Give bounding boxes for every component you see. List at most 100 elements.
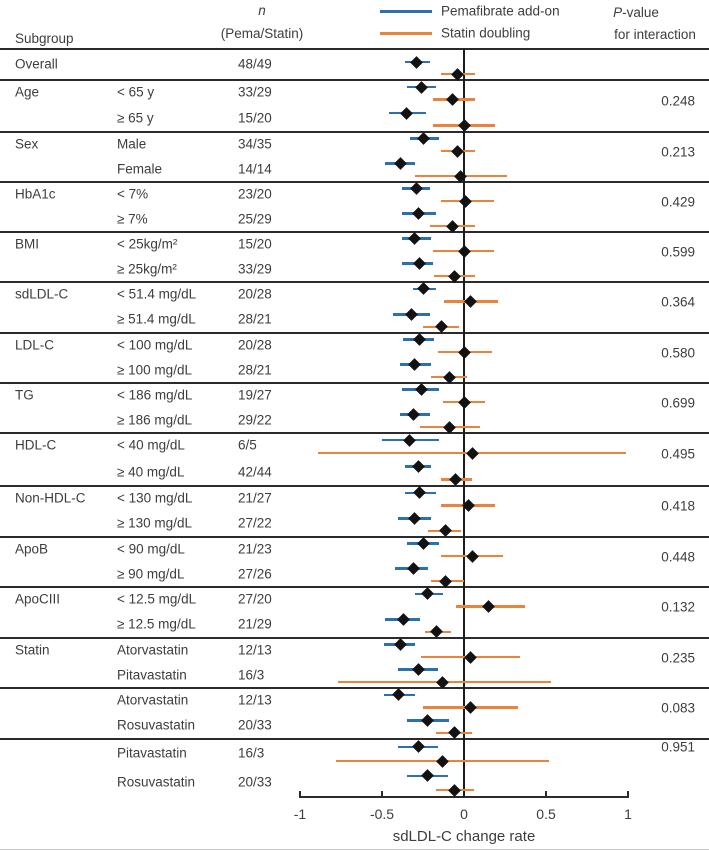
section-rule (0, 231, 709, 233)
section-rule (0, 332, 709, 334)
point-estimate-pemafibrate (400, 106, 413, 120)
point-estimate-pemafibrate (396, 613, 410, 626)
n-value: 15/20 (238, 236, 272, 252)
figure-bottom-rule (0, 848, 709, 850)
axis-tick-label: 0.5 (536, 806, 556, 822)
subgroup-sublabel: < 90 mg/dL (117, 541, 185, 557)
n-value: 16/3 (238, 745, 265, 761)
header-p-rest: -value (622, 5, 659, 20)
axis-tick-label: 1 (624, 806, 632, 822)
subgroup-sublabel: ≥ 130 mg/dL (117, 515, 192, 531)
n-value: 27/20 (238, 591, 272, 607)
n-value: 6/5 (238, 437, 257, 453)
subgroup-sublabel: Pitavastatin (117, 745, 187, 761)
point-estimate-statin-doubling (464, 650, 477, 664)
point-estimate-pemafibrate (421, 769, 435, 783)
point-estimate-statin-doubling (449, 473, 463, 486)
subgroup-label: Overall (15, 56, 58, 72)
section-rule (0, 432, 709, 434)
subgroup-label: Non-HDL-C (15, 490, 86, 506)
point-estimate-pemafibrate (408, 358, 422, 372)
section-rule (0, 281, 709, 283)
axis-tick (545, 790, 547, 797)
subgroup-sublabel: Rosuvastatin (117, 774, 196, 790)
point-estimate-statin-doubling (464, 295, 477, 308)
point-estimate-statin-doubling (447, 783, 461, 797)
point-estimate-pemafibrate (414, 80, 428, 94)
n-value: 42/44 (238, 464, 272, 480)
p-value: 0.083 (661, 700, 695, 716)
header-p-value: P-value (586, 5, 686, 20)
subgroup-sublabel: ≥ 65 y (117, 110, 154, 126)
subgroup-label: HDL-C (15, 437, 57, 453)
n-value: 29/22 (238, 412, 272, 428)
n-value: 25/29 (238, 211, 272, 227)
subgroup-label: Age (15, 84, 40, 100)
section-rule (0, 687, 709, 689)
n-value: 14/14 (238, 161, 272, 177)
section-rule (0, 181, 709, 183)
subgroup-label: Statin (15, 642, 50, 658)
point-estimate-pemafibrate (405, 308, 418, 321)
p-value: 0.699 (661, 395, 695, 411)
point-estimate-pemafibrate (406, 562, 420, 576)
n-value: 12/13 (238, 692, 272, 708)
subgroup-sublabel: < 130 mg/dL (117, 490, 193, 506)
n-value: 28/21 (238, 311, 272, 327)
header-rule (0, 48, 709, 50)
point-estimate-pemafibrate (411, 740, 425, 754)
point-estimate-statin-doubling (482, 600, 495, 613)
p-value: 0.248 (661, 93, 695, 109)
point-estimate-pemafibrate (410, 55, 423, 69)
axis-tick (299, 790, 301, 797)
point-estimate-statin-doubling (457, 345, 471, 359)
subgroup-sublabel: ≥ 25kg/m² (117, 261, 177, 277)
n-value: 27/26 (238, 566, 272, 582)
p-value: 0.448 (661, 549, 695, 565)
point-estimate-pemafibrate (408, 512, 422, 525)
subgroup-sublabel: Male (117, 136, 147, 152)
header-n-column: n (192, 3, 332, 18)
subgroup-sublabel: Atorvastatin (117, 692, 189, 708)
p-value: 0.429 (661, 194, 695, 210)
section-rule (0, 485, 709, 487)
point-estimate-pemafibrate (393, 638, 407, 652)
subgroup-sublabel: < 25kg/m² (117, 236, 178, 252)
subgroup-sublabel: ≥ 90 mg/dL (117, 566, 185, 582)
section-rule (0, 536, 709, 538)
axis-tick-label: 0 (460, 806, 468, 822)
subgroup-sublabel: Rosuvastatin (117, 717, 196, 733)
subgroup-sublabel: ≥ 7% (117, 211, 148, 227)
section-rule (0, 131, 709, 133)
n-value: 20/33 (238, 774, 272, 790)
subgroup-sublabel: ≥ 51.4 mg/dL (117, 311, 196, 327)
p-value: 0.418 (661, 498, 695, 514)
header-subgroup: Subgroup (15, 31, 74, 46)
point-estimate-statin-doubling (465, 549, 479, 563)
point-estimate-pemafibrate (416, 282, 430, 296)
n-value: 33/29 (238, 261, 272, 277)
section-rule (0, 586, 709, 588)
n-value: 27/22 (238, 515, 272, 531)
subgroup-sublabel: ≥ 12.5 mg/dL (117, 616, 196, 632)
point-estimate-statin-doubling (464, 701, 477, 714)
axis-tick-label: -0.5 (369, 806, 395, 822)
subgroup-label: ApoCIII (15, 591, 61, 607)
point-estimate-pemafibrate (416, 132, 430, 146)
n-value: 34/35 (238, 136, 272, 152)
point-estimate-pemafibrate (411, 460, 425, 474)
point-estimate-pemafibrate (410, 182, 423, 196)
axis-tick (627, 790, 629, 797)
subgroup-sublabel: ≥ 186 mg/dL (117, 412, 192, 428)
subgroup-sublabel: < 65 y (117, 84, 155, 100)
p-value: 0.213 (661, 144, 695, 160)
n-value: 21/23 (238, 541, 272, 557)
point-estimate-statin-doubling (446, 93, 459, 107)
n-value: 15/20 (238, 110, 272, 126)
subgroup-sublabel: Female (117, 161, 163, 177)
n-value: 20/33 (238, 717, 272, 733)
point-estimate-pemafibrate (411, 207, 425, 221)
n-value: 20/28 (238, 337, 272, 353)
point-estimate-pemafibrate (408, 232, 422, 246)
point-estimate-pemafibrate (416, 537, 430, 551)
